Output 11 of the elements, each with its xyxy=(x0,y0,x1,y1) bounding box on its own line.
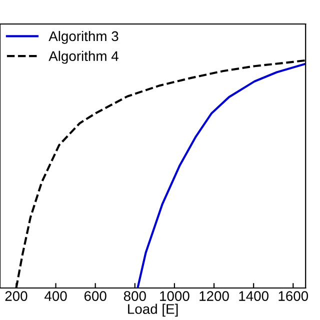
x-tick-label: 800 xyxy=(124,291,146,301)
x-axis-title: Load [E] xyxy=(128,304,178,317)
x-tick-label: 1400 xyxy=(239,291,268,301)
x-tick-label: 400 xyxy=(44,291,67,301)
x-tick-label: 1200 xyxy=(200,291,229,301)
x-tick-label: 200 xyxy=(5,291,28,301)
x-tick-label: 1000 xyxy=(160,291,190,301)
x-tick-label: 600 xyxy=(84,291,106,301)
x-tick-label: 1600 xyxy=(278,291,308,301)
legend-label: Algorithm 3 xyxy=(48,30,118,44)
legend-label: Algorithm 4 xyxy=(48,50,118,64)
